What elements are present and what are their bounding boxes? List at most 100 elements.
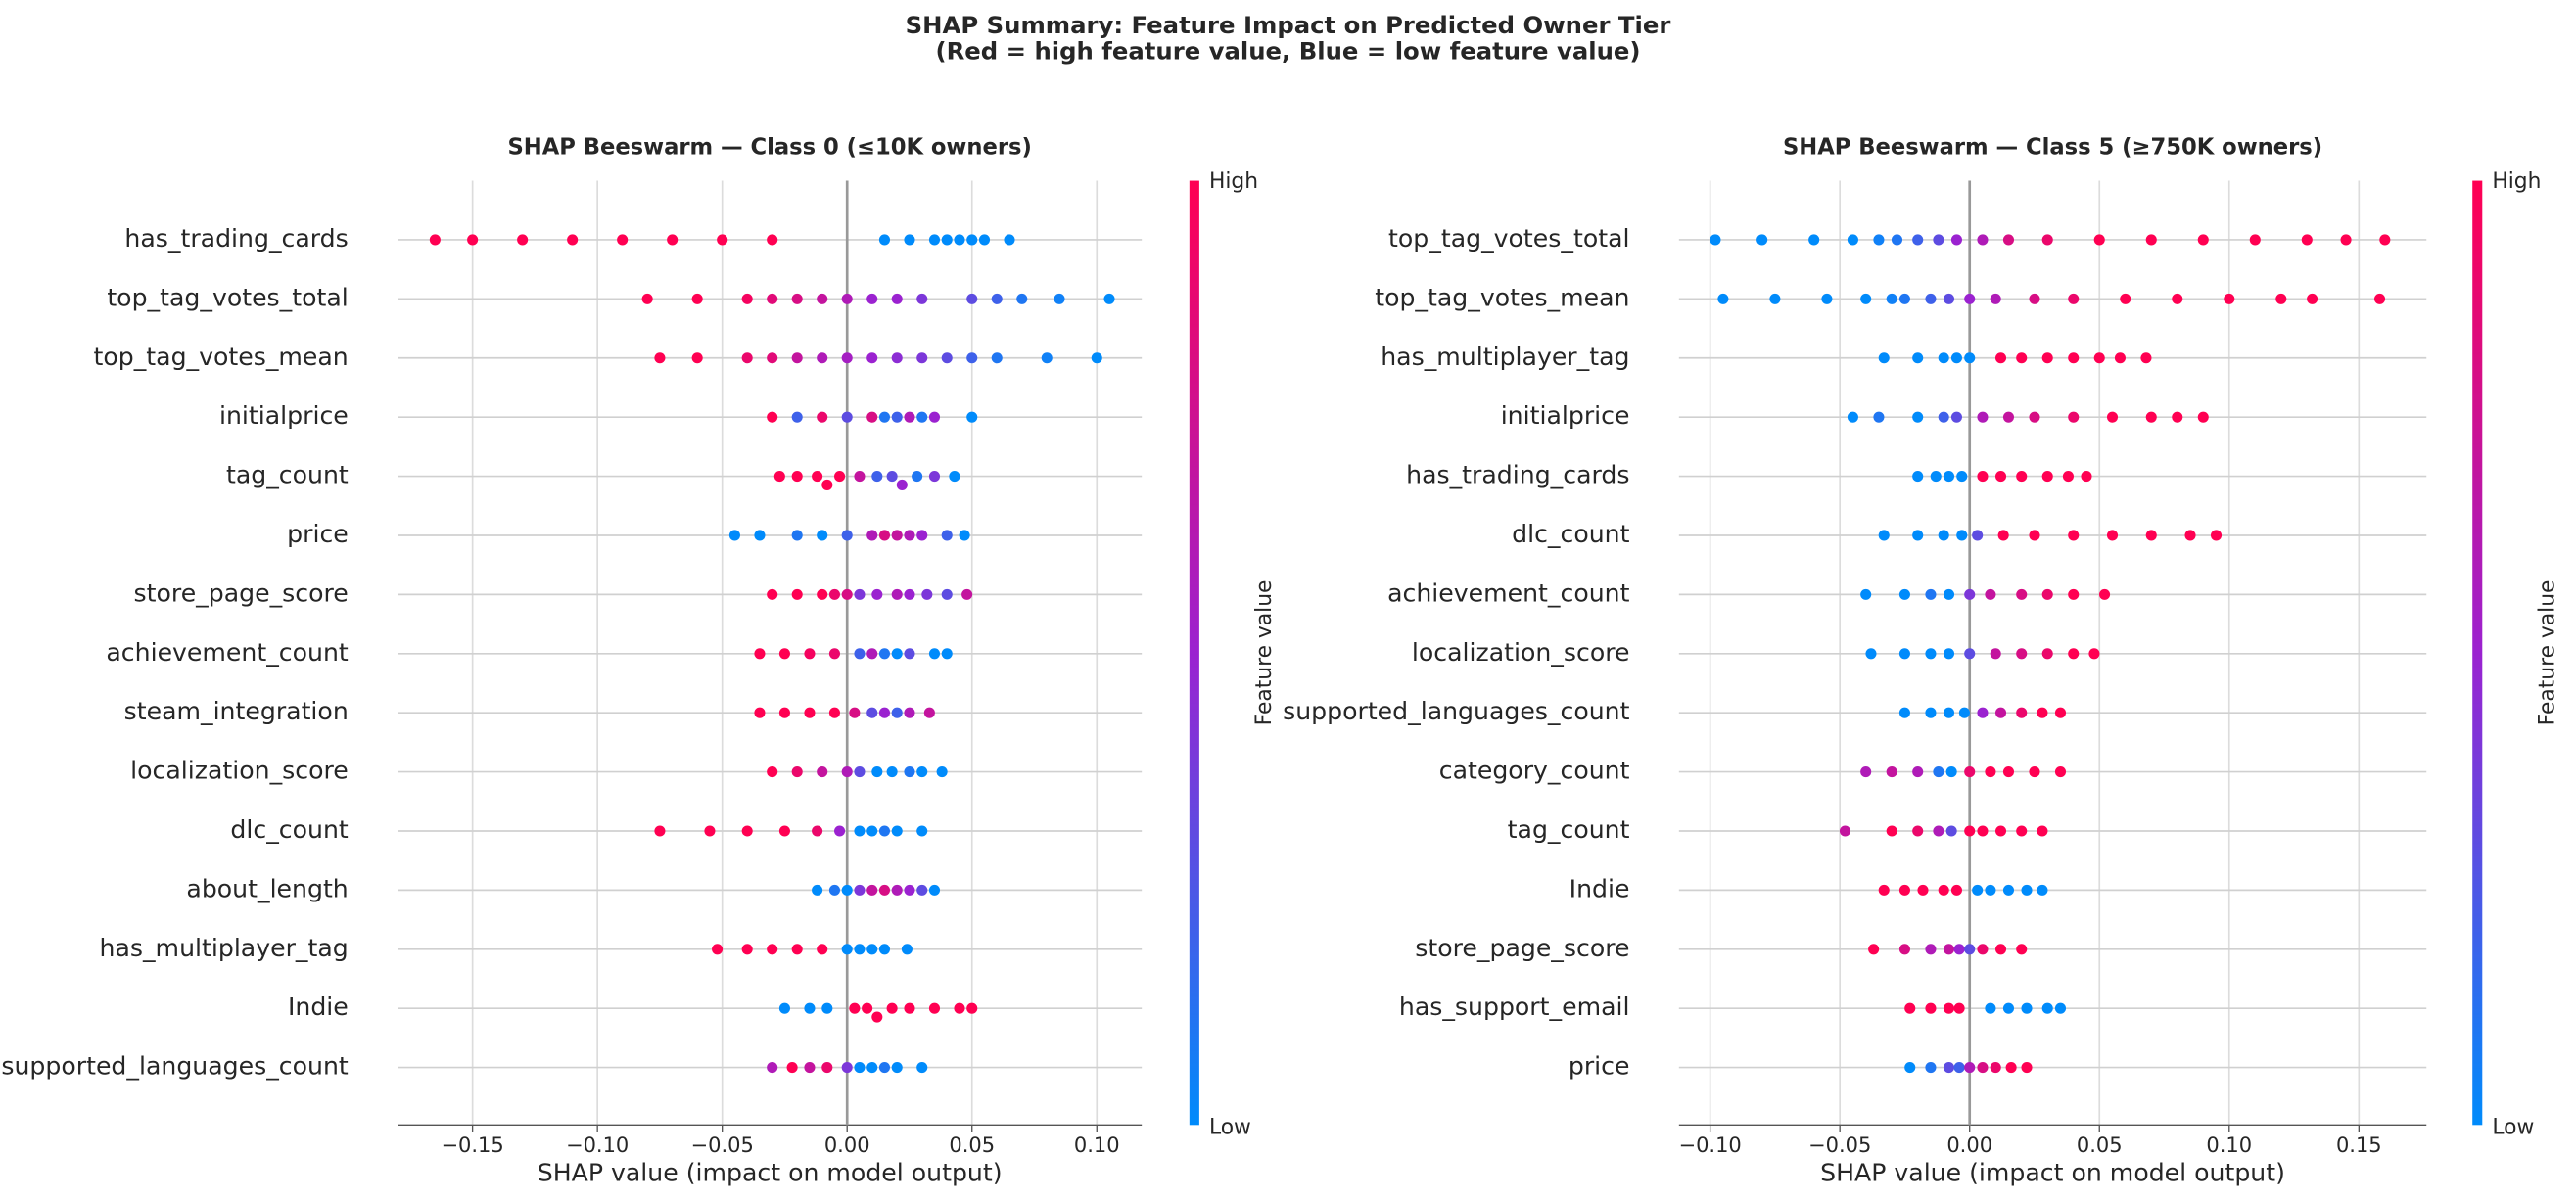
dot xyxy=(1964,1062,1976,1074)
dot xyxy=(1878,352,1890,364)
feature-label: has_trading_cards xyxy=(124,224,348,253)
x-tick-label: −0.05 xyxy=(691,1133,754,1157)
dot xyxy=(2016,825,2028,837)
dot xyxy=(891,707,903,718)
dot xyxy=(1956,530,1968,541)
x-tick-label: −0.15 xyxy=(441,1133,503,1157)
dot xyxy=(1977,825,1989,837)
colorbar-label: Feature value xyxy=(2535,580,2559,726)
dot xyxy=(791,944,803,955)
dot xyxy=(1985,588,1996,600)
dot xyxy=(2093,352,2105,364)
dot xyxy=(954,1002,965,1014)
dot xyxy=(2002,766,2015,778)
dot xyxy=(991,293,1003,304)
dot xyxy=(1878,530,1890,541)
dot xyxy=(854,588,866,600)
dot xyxy=(904,1002,915,1014)
x-tick-label: 0.10 xyxy=(1074,1133,1120,1157)
feature-label: has_trading_cards xyxy=(1406,461,1629,489)
dot xyxy=(891,588,903,600)
dot xyxy=(841,884,853,896)
dot xyxy=(2307,293,2318,304)
dot xyxy=(966,352,978,364)
dot xyxy=(767,766,778,778)
dot xyxy=(1847,234,1858,246)
dot xyxy=(1898,293,1910,304)
dot xyxy=(916,766,928,778)
dot xyxy=(1886,293,1897,304)
dot xyxy=(1943,944,1955,955)
dot xyxy=(928,1002,941,1014)
dot xyxy=(871,766,883,778)
dot xyxy=(1950,234,1962,246)
dot xyxy=(841,293,853,304)
dot xyxy=(1990,293,2001,304)
x-axis-label: SHAP value (impact on model output) xyxy=(538,1159,1003,1187)
dot xyxy=(767,944,778,955)
dot xyxy=(717,234,728,246)
dot xyxy=(2041,588,2053,600)
feature-label: initialprice xyxy=(1501,401,1630,430)
dot xyxy=(949,471,960,483)
dot xyxy=(1891,234,1903,246)
dot xyxy=(886,471,898,483)
dot xyxy=(704,825,716,837)
dot xyxy=(1912,411,1924,423)
dot xyxy=(2068,411,2080,423)
dot xyxy=(2062,471,2074,483)
dot xyxy=(791,352,803,364)
dot xyxy=(1925,648,1937,660)
dot xyxy=(754,530,766,541)
dot xyxy=(1925,293,1937,304)
feature-label: Indie xyxy=(1569,874,1630,902)
dot xyxy=(991,352,1003,364)
dot xyxy=(786,1062,798,1074)
dot xyxy=(941,234,953,246)
feature-label: has_support_email xyxy=(1399,993,1630,1021)
dot xyxy=(2301,234,2313,246)
dot xyxy=(841,588,853,600)
dot xyxy=(2021,1062,2033,1074)
dot xyxy=(791,766,803,778)
dot xyxy=(904,411,915,423)
dot xyxy=(712,944,724,955)
dot xyxy=(1868,944,1880,955)
dot xyxy=(2016,471,2028,483)
dot xyxy=(1938,530,1949,541)
dot xyxy=(804,707,816,718)
feature-label: dlc_count xyxy=(1512,520,1629,548)
dot xyxy=(2093,234,2105,246)
dot xyxy=(791,471,803,483)
dot xyxy=(854,1062,866,1074)
dot xyxy=(1769,293,1781,304)
dot xyxy=(878,234,891,246)
feature-label: Indie xyxy=(288,993,349,1021)
dot xyxy=(2210,530,2223,541)
dot xyxy=(1933,825,1944,837)
dot xyxy=(849,1002,861,1014)
dot xyxy=(891,530,903,541)
dot xyxy=(1972,530,1984,541)
dot xyxy=(2068,648,2080,660)
feature-label: price xyxy=(1569,1052,1630,1081)
dot xyxy=(941,648,953,660)
dot xyxy=(871,471,883,483)
dot xyxy=(1898,884,1910,896)
dot xyxy=(841,766,853,778)
dot xyxy=(2172,293,2183,304)
dot xyxy=(1873,411,1885,423)
dot xyxy=(1943,471,1955,483)
dot xyxy=(1756,234,1768,246)
dot xyxy=(904,707,915,718)
dot xyxy=(921,588,933,600)
dot xyxy=(966,234,978,246)
dot xyxy=(841,352,853,364)
dot xyxy=(2114,352,2126,364)
dot xyxy=(1985,1002,1996,1014)
dot xyxy=(866,944,878,955)
dot xyxy=(904,884,915,896)
dot xyxy=(904,234,915,246)
dot xyxy=(1912,766,1924,778)
